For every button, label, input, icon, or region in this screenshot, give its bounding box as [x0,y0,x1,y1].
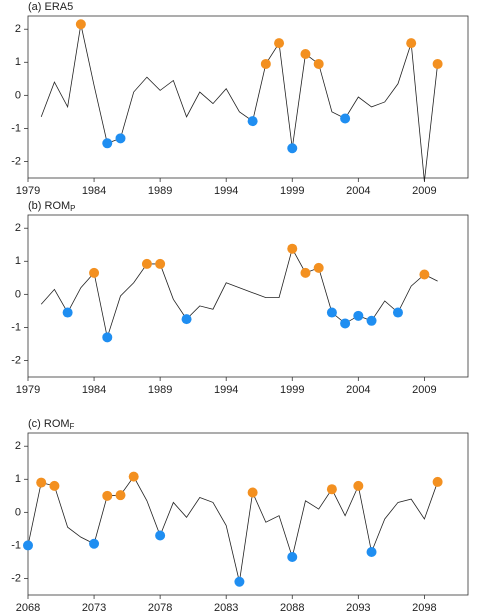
marker [102,490,113,501]
y-tick-label: 2 [15,222,21,234]
marker [89,267,100,278]
x-tick-label: 2009 [412,185,436,197]
y-tick-label: -2 [11,354,21,366]
x-tick-label: 1994 [214,384,238,396]
panel: (c) ROMF -2 -1 0 1 2 2068 2073 2078 2083 2088 2093 2… [11,418,469,614]
marker [326,484,337,495]
y-tick-label: -1 [11,321,21,333]
marker [49,480,60,491]
y-tick-label: -1 [11,122,21,134]
marker [75,19,86,30]
plot-frame [27,432,469,596]
y-tick-label: 2 [15,23,21,35]
y-tick-label: 0 [15,89,21,101]
x-tick-label: 2098 [412,602,436,614]
marker [36,477,47,488]
marker [247,116,258,127]
marker [406,38,417,49]
x-tick-label: 2068 [16,602,40,614]
marker [274,38,285,49]
marker [102,138,113,149]
panel-title: (b) ROMP [28,200,76,213]
marker [155,530,166,541]
marker [353,310,364,321]
marker [115,490,126,501]
x-tick-label: 2004 [346,185,370,197]
marker [432,58,443,69]
marker [89,538,100,549]
x-tick-label: 1989 [148,185,172,197]
marker [247,487,258,498]
marker [102,332,113,343]
marker [155,258,166,269]
marker [366,547,377,558]
x-tick-label: 2004 [346,384,370,396]
panel-title: (a) ERA5 [28,1,73,13]
x-tick-label: 1979 [16,384,40,396]
data-line [40,24,439,182]
marker [326,307,337,318]
panel: (b) ROMP -2 -1 0 1 2 1979 1984 1989 1994 1999 2004 2… [11,200,469,396]
x-tick-label: 2088 [280,602,304,614]
marker [287,243,298,254]
y-tick-label: 2 [15,440,21,452]
panel-title: (c) ROMF [28,418,75,431]
x-tick-label: 1979 [16,185,40,197]
marker [313,262,324,273]
plot-frame [27,214,469,378]
plot-frame [27,15,469,179]
marker [419,269,430,280]
x-tick-label: 2078 [148,602,172,614]
marker [287,143,298,154]
marker [260,58,271,69]
title-text: (b) ROM [28,200,70,212]
x-tick-label: 1999 [280,185,304,197]
title-text: (a) ERA5 [28,1,73,13]
data-line [40,247,438,339]
y-tick-label: -1 [11,539,21,551]
marker [432,476,443,487]
title-subscript: F [70,422,75,431]
marker [181,314,192,325]
y-tick-label: 0 [15,288,21,300]
marker [128,471,139,482]
x-tick-label: 1989 [148,384,172,396]
x-tick-label: 1994 [214,185,238,197]
y-tick-label: 0 [15,506,21,518]
y-tick-label: -2 [11,572,21,584]
marker [234,576,245,587]
y-tick-label: 1 [15,56,21,68]
marker [287,551,298,562]
marker [115,133,126,144]
x-tick-label: 2073 [82,602,106,614]
x-tick-label: 2093 [346,602,370,614]
x-tick-label: 2083 [214,602,238,614]
marker [366,315,377,326]
marker [62,307,73,318]
marker [353,480,364,491]
marker [313,58,324,69]
y-tick-label: 1 [15,255,21,267]
marker [300,267,311,278]
marker [23,540,33,551]
x-tick-label: 1999 [280,384,304,396]
x-tick-label: 2009 [412,384,436,396]
y-tick-label: 1 [15,473,21,485]
marker [300,49,311,60]
marker [340,113,351,124]
y-tick-label: -2 [11,155,21,167]
panel: (a) ERA5 -2 -1 0 1 2 1979 1984 1989 1994 1999 2004 2… [11,1,469,197]
title-text: (c) ROM [28,418,70,430]
marker [141,258,152,269]
marker [340,318,351,329]
data-line [27,475,438,582]
marker [392,307,403,318]
x-tick-label: 1984 [82,185,106,197]
title-subscript: P [70,204,75,213]
x-tick-label: 1984 [82,384,106,396]
